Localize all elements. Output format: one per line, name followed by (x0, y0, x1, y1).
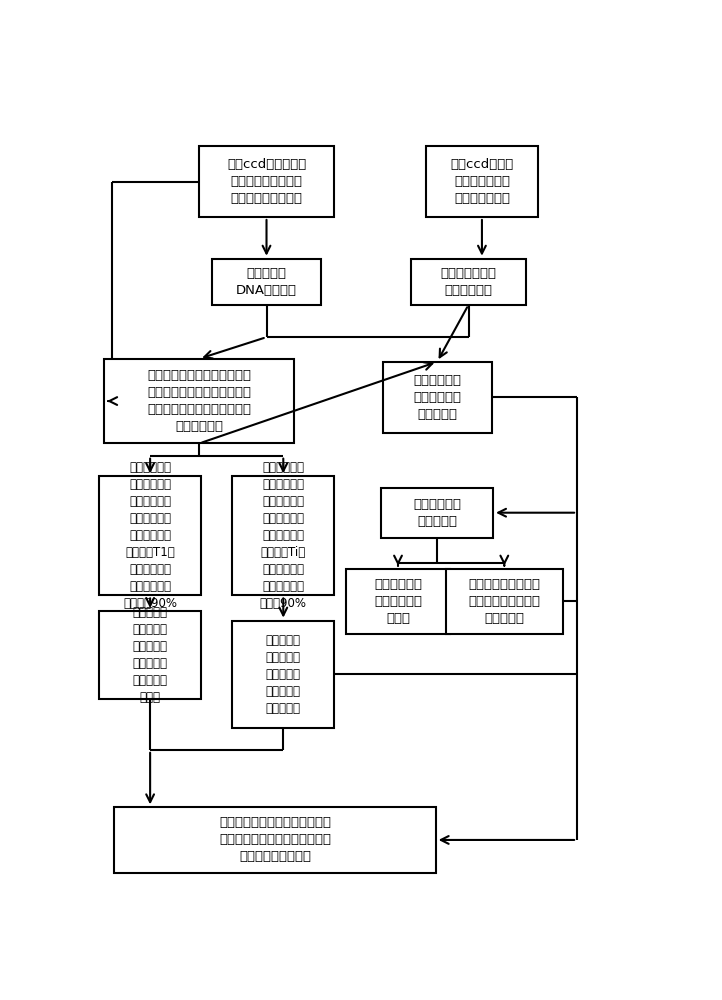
Bar (99, 476, 201, 595)
Bar (411, 259, 526, 305)
Bar (104, 359, 295, 443)
Bar (114, 807, 436, 873)
Bar (212, 259, 321, 305)
Bar (347, 569, 450, 634)
Bar (232, 476, 334, 595)
Text: 待检标本的彩色
图像色彩特征: 待检标本的彩色 图像色彩特征 (440, 267, 497, 297)
Text: 组织结构的积
分光密度、色
彩特征: 组织结构的积 分光密度、色 彩特征 (374, 578, 422, 625)
Text: 组织结构标准
信息数据库: 组织结构标准 信息数据库 (413, 498, 461, 528)
Text: 待检标本的
DNA数据特征: 待检标本的 DNA数据特征 (236, 267, 297, 297)
Text: 筛选出该待
检标本，对
其进行人工
阅片，以输
出阅片结论: 筛选出该待 检标本，对 其进行人工 阅片，以输 出阅片结论 (266, 634, 301, 715)
Text: 将各对应组
织结构的组
织结构判断
结论作为待
检标本的阅
片结论: 将各对应组 织结构的组 织结构判断 结论作为待 检标本的阅 片结论 (133, 606, 168, 704)
Bar (383, 362, 492, 433)
Bar (232, 620, 334, 728)
Bar (199, 146, 334, 217)
Text: 根据积分光密度、色
彩特征作出的组织结
构判断结论: 根据积分光密度、色 彩特征作出的组织结 构判断结论 (469, 578, 540, 625)
Text: 待检标本的积分光密度、彩色
特征与组织结构标准信息数据
库中各组织结构的积分光密度
彩色特征比对: 待检标本的积分光密度、彩色 特征与组织结构标准信息数据 库中各组织结构的积分光密… (147, 369, 251, 433)
Bar (445, 569, 563, 634)
Bar (99, 611, 201, 699)
Text: 待检标本的积
分光密度或色
彩特征与组织
结构标准信息
数据库中任一
组织结构Ti的
积分光密度、
色彩特征相似
度小于90%: 待检标本的积 分光密度或色 彩特征与组织 结构标准信息 数据库中任一 组织结构T… (260, 461, 307, 610)
Text: 将待检标本的阅片结论结论附加
到待检标本的多焦面全息三维图
像中，输出图文报告: 将待检标本的阅片结论结论附加 到待检标本的多焦面全息三维图 像中，输出图文报告 (219, 816, 331, 863)
Text: 拼接成待检标
本的多焦面全
息三维图像: 拼接成待检标 本的多焦面全 息三维图像 (413, 374, 461, 421)
Text: 彩色ccd感光元
件采集的待检标
本彩色特征信号: 彩色ccd感光元 件采集的待检标 本彩色特征信号 (451, 158, 513, 205)
Bar (381, 488, 493, 538)
Bar (426, 146, 538, 217)
Text: 黑白ccd感光元件采
集的待检标本灰度信
息、积分光密度信息: 黑白ccd感光元件采 集的待检标本灰度信 息、积分光密度信息 (227, 158, 306, 205)
Text: 待检标本的积
分光密度、色
彩特征与组织
结构标准信息
数据库中某一
组织结构T1的
积分光密度、
色彩特征相似
度皆大于90%: 待检标本的积 分光密度、色 彩特征与组织 结构标准信息 数据库中某一 组织结构T… (123, 461, 177, 610)
